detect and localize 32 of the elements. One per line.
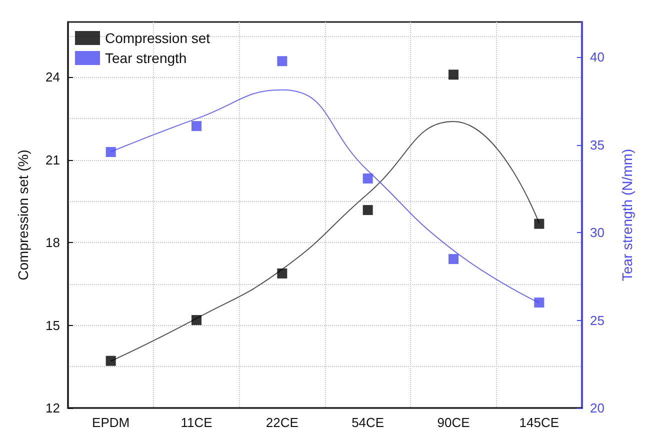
y-axis-title: Compression set (%) [15,150,31,280]
point [192,121,202,132]
legend-label: Tear strength [105,50,187,66]
point [106,147,116,158]
point [277,56,288,66]
legend-label: Compression set [105,30,210,46]
x-tick-label: 22CE [266,415,299,430]
y2-tick-label: 35 [590,137,604,152]
x-tick-label: 11CE [180,415,213,430]
y-tick-label: 21 [46,152,60,168]
y-tick-label: 24 [46,70,60,85]
point [362,205,373,216]
x-tick-label: 90CE [437,415,470,430]
x-tick-label: 54CE [352,415,384,430]
y-tick-label: 12 [46,400,60,416]
point [448,70,458,80]
x-tick-label: EPDM [92,415,130,430]
y2-tick-label: 25 [590,312,604,328]
point [277,268,288,278]
y2-tick-label: 20 [590,400,604,416]
y2-tick-label: 30 [590,225,604,240]
point [362,174,373,184]
point [534,218,544,229]
point [448,254,458,264]
y-tick-label: 18 [46,235,60,250]
point [534,298,544,308]
point [192,315,202,326]
y-tick-label: 15 [46,318,60,333]
x-tick-label: 145CE [519,415,560,430]
y2-tick-label: 40 [590,50,604,65]
point [106,356,116,366]
y2-axis-title: Tear strength (N/mm) [619,148,635,282]
